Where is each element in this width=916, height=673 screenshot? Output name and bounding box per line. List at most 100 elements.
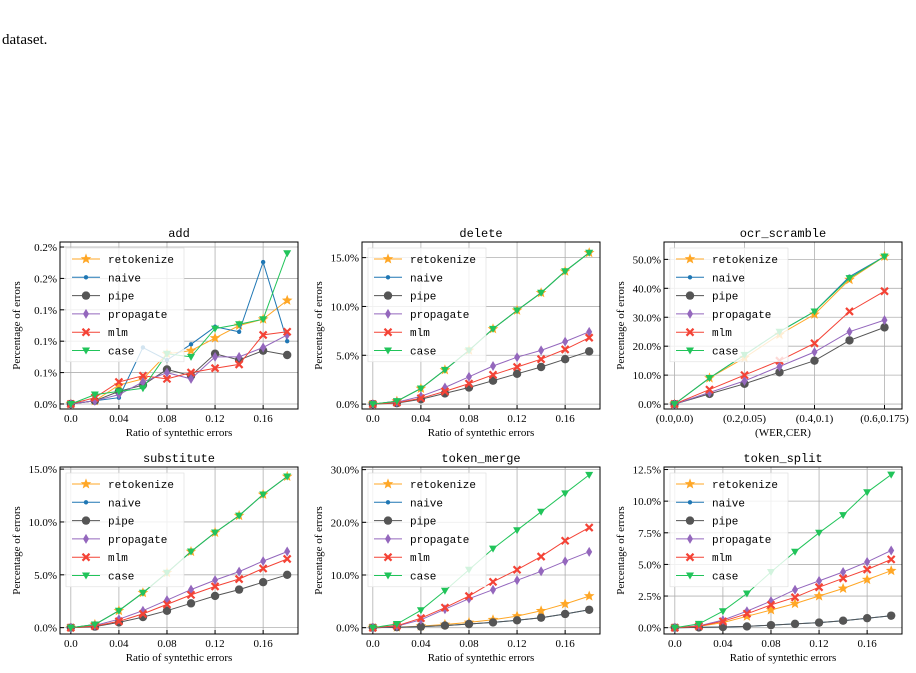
caption: dataset. (2, 32, 47, 48)
legend-marker (385, 533, 391, 544)
y-tick-label: 0.2% (34, 273, 57, 285)
legend-marker (382, 478, 394, 489)
marker (258, 564, 268, 573)
marker (187, 548, 196, 556)
legend-box (65, 247, 185, 363)
marker (282, 570, 292, 580)
x-tick-label: (0.4,0.1) (796, 413, 834, 425)
x-axis-label: Ratio of syntethic errors (126, 652, 233, 664)
marker (259, 491, 268, 499)
x-axis-label: Ratio of syntethic errors (126, 427, 233, 439)
y-tick-label: 15.0% (331, 253, 359, 265)
marker (187, 353, 196, 361)
marker (813, 590, 825, 601)
x-tick-label: (0.0,0.0) (656, 413, 694, 425)
marker (838, 616, 848, 625)
y-axis-label: Percentage of errors (313, 281, 325, 370)
chart-title: add (168, 227, 190, 241)
marker (776, 361, 783, 372)
marker (212, 575, 219, 586)
legend-marker (685, 291, 695, 300)
marker (235, 321, 244, 329)
marker (210, 591, 220, 601)
marker (440, 621, 450, 630)
marker (464, 591, 474, 601)
y-tick-label: 10.0% (633, 370, 661, 382)
marker (810, 339, 819, 348)
legend-marker (81, 327, 91, 337)
legend-label: propagate (410, 310, 469, 322)
marker (537, 289, 546, 297)
legend-label: case (712, 347, 738, 359)
marker (845, 336, 854, 345)
marker (694, 620, 703, 628)
y-tick-label: 0.2% (34, 242, 57, 254)
legend-label: retokenize (410, 480, 476, 492)
marker (790, 619, 800, 629)
legend-marker (385, 500, 391, 505)
marker (705, 375, 714, 383)
series-line (372, 350, 590, 405)
legend-marker (686, 347, 694, 355)
marker (536, 362, 546, 372)
marker (464, 379, 474, 388)
x-tick-label: 0.16 (858, 638, 878, 650)
x-tick-label: 0.12 (809, 638, 828, 650)
marker (586, 546, 593, 557)
y-tick-label: 2.5% (638, 591, 661, 603)
marker (416, 385, 425, 393)
marker (210, 363, 220, 373)
marker (840, 567, 847, 578)
marker (489, 325, 498, 333)
marker (464, 619, 474, 629)
marker (862, 613, 872, 623)
marker (392, 620, 401, 628)
marker (162, 600, 172, 609)
x-tick-label: 0.08 (761, 638, 781, 650)
marker (846, 326, 853, 337)
y-tick-label: 15.0% (29, 464, 57, 476)
marker (845, 307, 854, 316)
marker (90, 391, 99, 399)
legend-label: naive (108, 498, 141, 510)
marker (235, 512, 244, 520)
legend-marker (81, 291, 91, 300)
y-tick-label: 0.1% (34, 336, 57, 348)
y-tick-label: 50.0% (633, 254, 661, 266)
marker (880, 286, 889, 296)
legend-label: mlm (108, 328, 128, 340)
marker (66, 400, 75, 408)
legend-label: mlm (108, 553, 128, 565)
x-tick-label: 0.08 (157, 413, 177, 425)
marker (718, 617, 728, 626)
marker (489, 545, 498, 553)
marker (561, 268, 570, 276)
marker (114, 377, 124, 387)
y-tick-label: 12.5% (633, 465, 661, 477)
x-tick-label: 0.16 (556, 638, 576, 650)
marker (440, 389, 450, 398)
marker (670, 624, 679, 632)
marker (90, 621, 99, 629)
axes-frame (663, 466, 903, 635)
marker (585, 249, 594, 257)
marker (815, 529, 824, 537)
marker (791, 548, 800, 556)
x-tick-label: 0.0 (366, 413, 380, 425)
marker (561, 490, 570, 498)
marker (188, 342, 194, 347)
marker (488, 376, 498, 385)
marker (114, 388, 123, 396)
marker (536, 552, 546, 561)
marker (766, 620, 776, 630)
x-tick-label: 0.12 (205, 413, 224, 425)
marker (816, 575, 823, 586)
legend-marker (83, 275, 89, 280)
y-tick-label: 5.0% (638, 559, 661, 571)
legend-marker (383, 327, 393, 337)
legend-label: pipe (712, 517, 738, 529)
marker (138, 589, 147, 597)
x-tick-label: 0.16 (254, 413, 274, 425)
marker (864, 556, 871, 567)
